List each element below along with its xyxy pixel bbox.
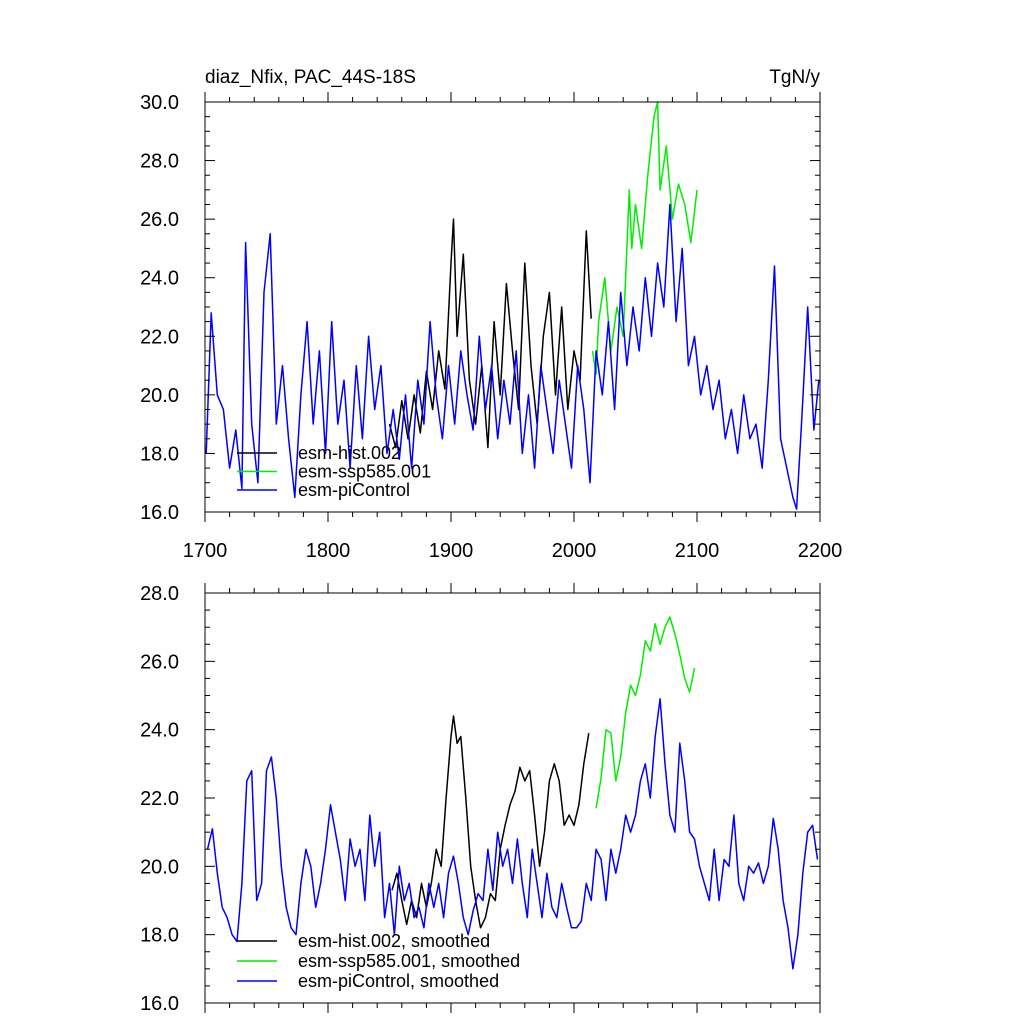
top-ytick-label: 24.0 — [140, 268, 179, 290]
bottom-ytick-label: 22.0 — [140, 788, 179, 810]
top-legend-label: esm-piControl — [298, 480, 410, 500]
bottom-legend-label: esm-piControl, smoothed — [298, 971, 499, 991]
bottom-ytick-label: 16.0 — [140, 993, 179, 1015]
bottom-ytick-label: 18.0 — [140, 925, 179, 947]
top-axis-labels: 16.0 18.0 20.0 22.0 24.0 26.0 28.0 30.0 1700 1800… — [140, 92, 842, 562]
top-legend-label: esm-ssp585.001 — [298, 462, 431, 482]
top-axis-ticks — [204, 92, 821, 522]
bottom-panel: 16.0 18.0 20.0 22.0 24.0 26.0 28.0 esm-hist.00… — [140, 583, 821, 1015]
top-ytick-label: 22.0 — [140, 326, 179, 348]
top-ytick-label: 28.0 — [140, 151, 179, 173]
top-xtick-label: 2100 — [675, 540, 720, 562]
top-ytick-label: 18.0 — [140, 443, 179, 465]
top-ytick-label: 30.0 — [140, 92, 179, 114]
top-chart-units: TgN/y — [769, 67, 820, 88]
bottom-ytick-label: 20.0 — [140, 856, 179, 878]
top-panel: diaz_Nfix, PAC_44S-18S TgN/y 16.0 18.0 20.… — [140, 67, 842, 562]
top-legend-label: esm-hist.002 — [298, 443, 401, 463]
top-xtick-label: 1700 — [183, 540, 228, 562]
bottom-ytick-label: 26.0 — [140, 651, 179, 673]
top-ytick-label: 26.0 — [140, 209, 179, 231]
bottom-legend-label: esm-ssp585.001, smoothed — [298, 951, 520, 971]
bottom-ytick-label: 28.0 — [140, 583, 179, 605]
bottom-plot-frame — [204, 592, 821, 1004]
top-xtick-label: 1800 — [306, 540, 351, 562]
bottom-axis-labels: 16.0 18.0 20.0 22.0 24.0 26.0 28.0 — [140, 583, 179, 1015]
top-series-group — [205, 101, 820, 510]
bottom-legend-label: esm-hist.002, smoothed — [298, 931, 490, 951]
top-chart-title: diaz_Nfix, PAC_44S-18S — [205, 67, 416, 88]
bottom-series-group — [206, 616, 819, 970]
bottom-series-esm-picontrol-smoothed — [206, 698, 819, 970]
bottom-series-esm-hist-002-smoothed — [391, 715, 590, 929]
top-series-esm-hist-002 — [388, 218, 592, 449]
top-series-esm-picontrol — [205, 203, 820, 510]
top-xtick-label: 2200 — [798, 540, 843, 562]
top-series-esm-ssp585-001 — [591, 101, 698, 376]
top-ytick-label: 16.0 — [140, 502, 179, 524]
top-ytick-label: 20.0 — [140, 385, 179, 407]
top-xtick-label: 2000 — [552, 540, 597, 562]
top-plot-frame — [204, 101, 821, 513]
top-xtick-label: 1900 — [429, 540, 474, 562]
bottom-ytick-label: 24.0 — [140, 720, 179, 742]
bottom-series-esm-ssp585-001-smoothed — [595, 616, 696, 809]
